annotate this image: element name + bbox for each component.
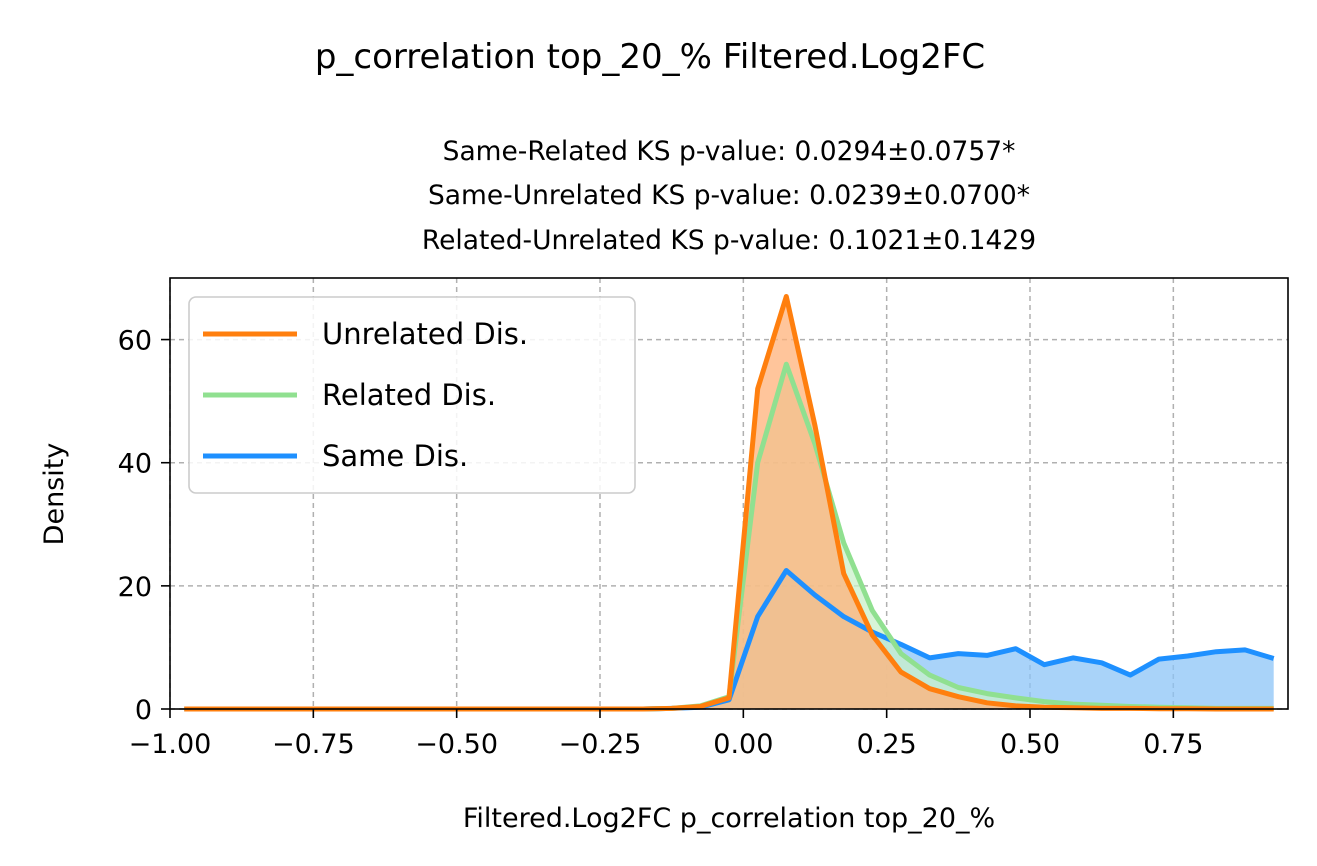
area-same [184,570,1274,709]
legend-box [188,296,636,494]
x-tick-label-4: 0.00 [713,729,773,760]
x-tick-label-0: −1.00 [129,729,212,760]
legend-label-related: Related Dis. [322,378,496,412]
x-tick-label-7: 0.75 [1143,729,1203,760]
y-tick-label-0: 0 [135,695,152,726]
y-axis-ticks: 0 20 40 60 [118,326,170,726]
x-axis-label: Filtered.Log2FC p_correlation top_20_% [463,803,995,834]
y-tick-label-1: 20 [118,572,152,603]
x-tick-label-2: −0.50 [415,729,498,760]
x-tick-label-3: −0.25 [559,729,642,760]
chart-title-line-2: Same-Unrelated KS p-value: 0.0239±0.0700… [428,180,1030,211]
figure-suptitle: p_correlation top_20_% Filtered.Log2FC [315,37,985,77]
x-axis-ticks: −1.00 −0.75 −0.50 −0.25 0.00 0.25 0.50 0.75 [129,709,1203,760]
legend-label-unrelated: Unrelated Dis. [322,317,528,351]
y-tick-label-3: 60 [118,326,152,357]
density-fills [184,296,1274,709]
legend-label-same: Same Dis. [322,439,468,473]
x-tick-label-5: 0.25 [857,729,917,760]
y-tick-label-2: 40 [118,449,152,480]
x-tick-label-6: 0.50 [1000,729,1060,760]
chart-title-line-3: Related-Unrelated KS p-value: 0.1021±0.1… [422,225,1036,256]
legend: Unrelated Dis. Related Dis. Same Dis. [188,296,636,494]
y-axis-label: Density [39,443,70,546]
chart-title-line-1: Same-Related KS p-value: 0.0294±0.0757* [443,136,1016,167]
x-tick-label-1: −0.75 [272,729,355,760]
plot-frame [169,277,1289,710]
